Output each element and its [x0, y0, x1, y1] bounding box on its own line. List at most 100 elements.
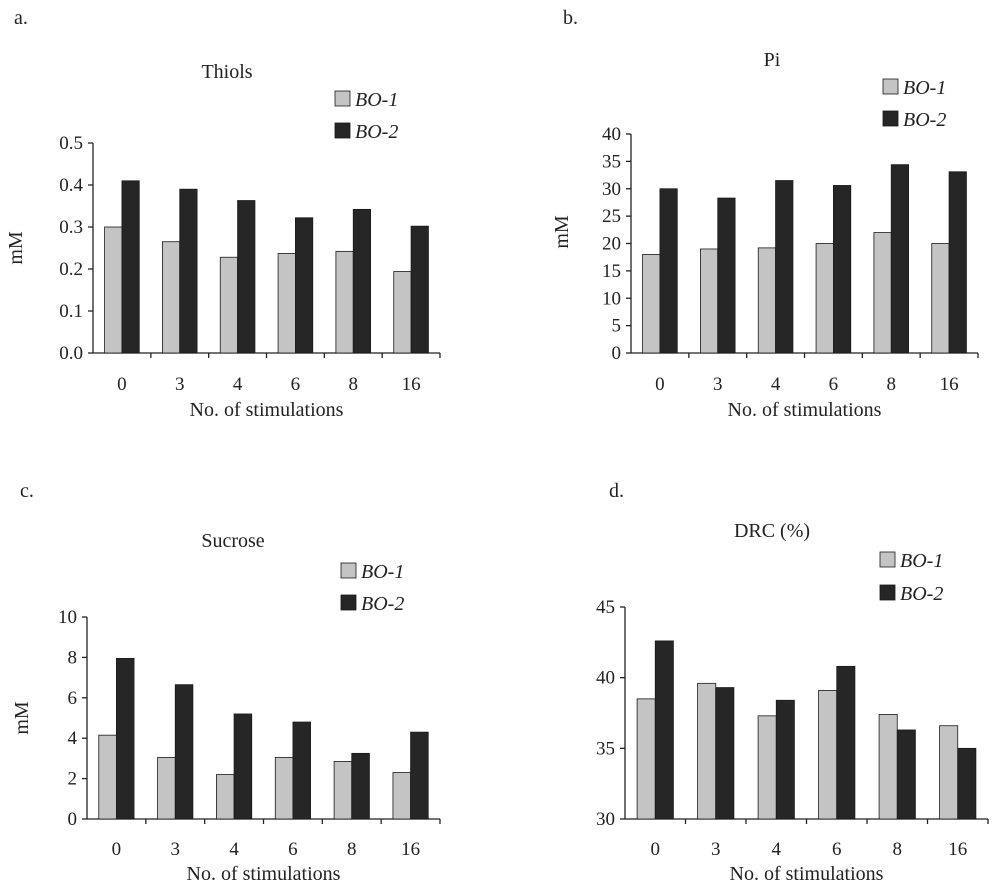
x-axis-label: No. of stimulations [730, 863, 884, 885]
panel-a-title: Thiols [201, 61, 252, 83]
bar-bo-2-0 [659, 188, 678, 354]
bar-bo-2-6 [295, 217, 314, 354]
x-tick-label: 4 [771, 374, 781, 395]
x-tick-label: 6 [291, 374, 301, 395]
x-axis-label: No. of stimulations [187, 863, 341, 885]
x-tick-label: 16 [948, 839, 967, 860]
y-tick-label: 0 [68, 809, 78, 830]
bar-bo-1-16 [931, 243, 950, 354]
y-tick-label: 0.0 [59, 343, 83, 364]
bar-bo-1-0 [636, 698, 656, 820]
bar-bo-1-3 [157, 756, 176, 820]
y-tick-label: 40 [596, 668, 615, 689]
x-tick-label: 4 [229, 839, 239, 860]
legend-swatch-bo-2 [879, 584, 896, 601]
x-tick-label: 6 [832, 839, 842, 860]
y-tick-label: 40 [602, 124, 621, 145]
x-tick-label: 6 [829, 374, 839, 395]
legend-label-bo-1: BO-1 [361, 561, 404, 583]
bar-bo-1-4 [219, 256, 238, 354]
legend-swatch-bo-1 [340, 562, 357, 579]
y-tick-label: 0.2 [59, 259, 83, 280]
bar-bo-1-3 [697, 682, 717, 820]
panel-b: b. Pi 0 5 10 15 20 25 30 35 40 0 3 4 6 8 16 No. of stim… [551, 7, 979, 421]
bar-bo-1-6 [274, 756, 294, 820]
x-tick-label: 3 [711, 839, 721, 860]
y-tick-label: 30 [596, 809, 615, 830]
x-tick-label: 16 [401, 839, 420, 860]
bar-bo-2-16 [410, 225, 429, 354]
y-tick-label: 0.1 [59, 301, 83, 322]
panel-d: d. DRC (%) 30 35 40 45 0 3 4 6 8 16 No. of stimula… [596, 480, 989, 885]
bar-bo-2-8 [896, 729, 916, 820]
legend-swatch-bo-1 [882, 78, 899, 95]
panel-c-marks: 0 2 4 6 8 10 0 3 4 6 8 16 No. of stimulations mM BO-1 B… [11, 561, 441, 885]
x-axis-label: No. of stimulations [190, 399, 344, 421]
y-axis-label: mM [5, 231, 27, 265]
panel-b-title: Pi [764, 49, 781, 71]
legend-swatch-bo-2 [334, 122, 351, 139]
y-tick-label: 10 [602, 288, 621, 309]
y-tick-label: 20 [602, 234, 621, 255]
x-tick-label: 0 [112, 839, 122, 860]
bar-bo-2-0 [121, 180, 140, 354]
y-tick-label: 30 [602, 179, 621, 200]
bar-bo-2-4 [237, 200, 256, 354]
panel-b-marks: 0 5 10 15 20 25 30 35 40 0 3 4 6 8 16 No. of stimulatio… [551, 77, 979, 421]
legend-label-bo-2: BO-2 [361, 593, 404, 615]
bar-bo-2-16 [410, 731, 429, 820]
bar-bo-2-16 [957, 747, 977, 820]
bar-bo-1-8 [333, 761, 353, 820]
bar-bo-1-4 [216, 774, 235, 820]
y-tick-label: 8 [68, 647, 78, 668]
legend-swatch-bo-2 [340, 594, 357, 611]
x-tick-label: 3 [171, 839, 181, 860]
bar-bo-1-0 [642, 254, 661, 354]
bar-bo-1-8 [873, 232, 892, 354]
bar-bo-2-6 [833, 185, 852, 354]
bar-bo-1-16 [393, 271, 412, 354]
bar-bo-1-8 [335, 250, 354, 354]
x-tick-label: 0 [651, 839, 661, 860]
bar-bo-2-4 [775, 699, 795, 820]
y-tick-label: 4 [68, 728, 78, 749]
bar-bo-2-0 [116, 658, 135, 820]
x-tick-label: 3 [175, 374, 185, 395]
y-tick-label: 35 [596, 738, 615, 759]
bar-bo-2-4 [233, 713, 253, 820]
bar-bo-1-6 [277, 253, 296, 354]
bar-bo-1-4 [757, 247, 776, 354]
bar-bo-2-3 [717, 197, 736, 354]
x-axis-label: No. of stimulations [728, 399, 882, 421]
panel-d-title: DRC (%) [734, 520, 810, 542]
bar-bo-2-3 [179, 188, 198, 354]
x-tick-label: 8 [887, 374, 897, 395]
y-tick-label: 45 [596, 597, 615, 618]
y-tick-label: 0 [612, 343, 622, 364]
bar-bo-1-16 [392, 772, 411, 820]
panel-c-letter: c. [20, 480, 34, 502]
y-tick-label: 0.5 [59, 133, 83, 154]
bar-bo-2-8 [890, 164, 910, 354]
bar-bo-2-4 [775, 180, 794, 354]
legend-label-bo-1: BO-1 [900, 550, 943, 572]
legend-label-bo-2: BO-2 [355, 121, 398, 143]
y-axis-label: mM [11, 701, 33, 735]
x-tick-label: 0 [655, 374, 665, 395]
x-tick-label: 4 [233, 374, 243, 395]
bar-bo-2-3 [715, 687, 735, 820]
bar-bo-2-8 [351, 752, 370, 820]
y-tick-label: 15 [602, 261, 621, 282]
legend-swatch-bo-2 [882, 110, 899, 127]
legend-label-bo-1: BO-1 [355, 89, 398, 111]
y-tick-label: 0.3 [59, 217, 83, 238]
panel-a-marks: 0.0 0.1 0.2 0.3 0.4 0.5 0 3 4 6 8 16 No. of stimulat… [5, 89, 441, 421]
y-tick-label: 5 [612, 316, 622, 337]
legend-label-bo-1: BO-1 [903, 77, 946, 99]
panel-a-letter: a. [14, 7, 28, 29]
y-tick-label: 0.4 [59, 175, 83, 196]
x-tick-label: 0 [117, 374, 127, 395]
bar-bo-2-16 [948, 171, 967, 354]
bar-bo-1-3 [700, 248, 719, 354]
panel-d-marks: 30 35 40 45 0 3 4 6 8 16 No. of stimulations BO-1 BO… [596, 550, 989, 885]
